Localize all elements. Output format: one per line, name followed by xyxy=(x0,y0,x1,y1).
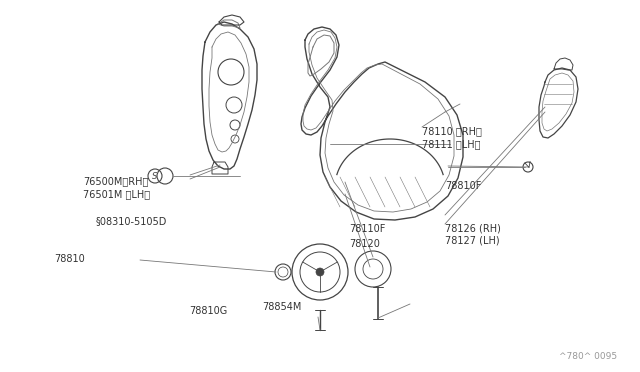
Text: 78120: 78120 xyxy=(349,239,380,248)
Text: 78810: 78810 xyxy=(54,254,85,263)
Text: 78110 〈RH〉
78111 〈LH〉: 78110 〈RH〉 78111 〈LH〉 xyxy=(422,126,483,149)
Text: 78126 (RH)
78127 (LH): 78126 (RH) 78127 (LH) xyxy=(445,223,500,246)
Text: 76500M〈RH〉
76501M 〈LH〉: 76500M〈RH〉 76501M 〈LH〉 xyxy=(83,177,150,199)
Text: §08310-5105D: §08310-5105D xyxy=(96,217,168,226)
Text: ^780^ 0095: ^780^ 0095 xyxy=(559,352,618,361)
Text: S: S xyxy=(152,171,157,180)
Text: 78810F: 78810F xyxy=(445,181,481,191)
Text: 78810G: 78810G xyxy=(189,306,227,315)
Circle shape xyxy=(316,268,324,276)
Text: 78854M: 78854M xyxy=(262,302,302,312)
Text: 78110F: 78110F xyxy=(349,224,385,234)
